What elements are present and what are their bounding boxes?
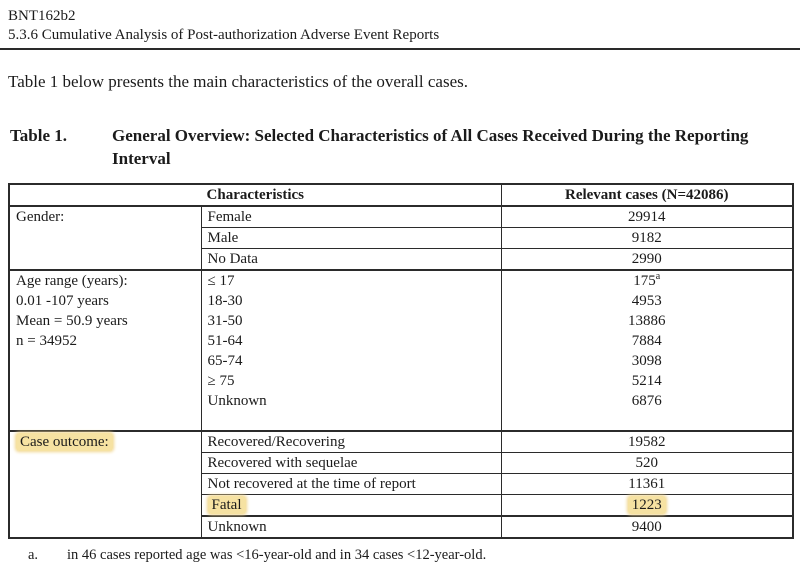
value-line: 6876 — [631, 393, 662, 409]
footnote-ref: a — [655, 271, 661, 282]
value-cell: 9400 — [500, 515, 794, 539]
footnote-marker: a. — [28, 547, 39, 563]
age-characteristics-cell: ≤ 17 18-30 31-50 51-64 65-74 ≥ 75 Unknow… — [200, 269, 502, 432]
characteristics-table: Characteristics Relevant cases (N=42086)… — [8, 183, 794, 539]
value-cell: 9182 — [500, 227, 794, 249]
characteristic-cell: Female — [200, 205, 502, 228]
characteristic-cell: Fatal — [200, 494, 502, 517]
characteristic-line: Unknown — [207, 393, 267, 409]
characteristic-cell: No Data — [200, 248, 502, 271]
value-cell: 2990 — [500, 248, 794, 271]
value-line: 3098 — [631, 353, 662, 369]
footnote: a. in 46 cases reported age was <16-year… — [28, 546, 792, 564]
doc-id: BNT162b2 — [8, 8, 76, 24]
age-label-line: n = 34952 — [16, 333, 77, 349]
table-caption: Table 1. General Overview: Selected Char… — [10, 124, 792, 170]
value-line: 175a — [633, 271, 661, 290]
table-caption-label: Table 1. — [10, 126, 68, 145]
value-cell: 11361 — [500, 473, 794, 495]
characteristic-cell: Recovered with sequelae — [200, 452, 502, 474]
characteristic-line: ≤ 17 — [207, 273, 235, 289]
table-row: Recovered with sequelae 520 — [9, 452, 794, 474]
value-cell: 29914 — [500, 205, 794, 228]
table-row: Not recovered at the time of report 1136… — [9, 473, 794, 495]
value-line: 4953 — [631, 293, 662, 309]
fatal-value-highlight: 1223 — [627, 496, 666, 514]
table-row: Fatal 1223 — [9, 494, 794, 517]
characteristic-cell: Male — [200, 227, 502, 249]
footnote-text: in 46 cases reported age was <16-year-ol… — [67, 547, 487, 563]
value-cell: 19582 — [500, 430, 794, 453]
characteristic-cell: Recovered/Recovering — [200, 430, 502, 453]
intro-paragraph: Table 1 below presents the main characte… — [8, 72, 468, 91]
age-label-line: 0.01 -107 years — [16, 293, 109, 309]
gender-section-label: Gender: — [8, 205, 202, 271]
value-line: 13886 — [628, 313, 666, 329]
value-line: 5214 — [631, 373, 662, 389]
table-row: Unknown 9400 — [9, 515, 794, 539]
characteristics-column-header: Characteristics — [8, 183, 502, 207]
document-header: BNT162b2 5.3.6 Cumulative Analysis of Po… — [0, 0, 800, 50]
table-row: Case outcome: Recovered/Recovering 19582 — [8, 430, 794, 539]
characteristic-cell: Not recovered at the time of report — [200, 473, 502, 495]
characteristic-cell: Unknown — [200, 515, 502, 539]
characteristic-line: ≥ 75 — [207, 373, 235, 389]
case-outcome-section-label: Case outcome: — [8, 430, 202, 539]
table-caption-title: General Overview: Selected Characteristi… — [112, 126, 749, 168]
value-cell: 520 — [500, 452, 794, 474]
section-heading: 5.3.6 Cumulative Analysis of Post-author… — [8, 27, 440, 43]
value-cell: 1223 — [500, 494, 794, 517]
age-values-cell: 175a 4953 13886 7884 3098 5214 6876 — [500, 269, 794, 432]
fatal-highlight: Fatal — [207, 496, 246, 514]
characteristic-line: 31-50 — [207, 313, 243, 329]
characteristic-line: 18-30 — [207, 293, 243, 309]
characteristic-line: 51-64 — [207, 333, 243, 349]
table-row: Male 9182 — [9, 227, 794, 249]
table-row: Age range (years): 0.01 -107 years Mean … — [8, 269, 794, 432]
table-header-row: Characteristics Relevant cases (N=42086) — [8, 183, 794, 207]
characteristic-line: 65-74 — [207, 353, 243, 369]
age-section-label: Age range (years): 0.01 -107 years Mean … — [8, 269, 202, 432]
value-line: 7884 — [631, 333, 662, 349]
age-label-line: Age range (years): — [16, 273, 128, 289]
case-outcome-highlight: Case outcome: — [16, 433, 113, 451]
age-label-line: Mean = 50.9 years — [16, 313, 128, 329]
table-row: Gender: Female 29914 — [8, 205, 794, 271]
relevant-cases-column-header: Relevant cases (N=42086) — [500, 183, 794, 207]
